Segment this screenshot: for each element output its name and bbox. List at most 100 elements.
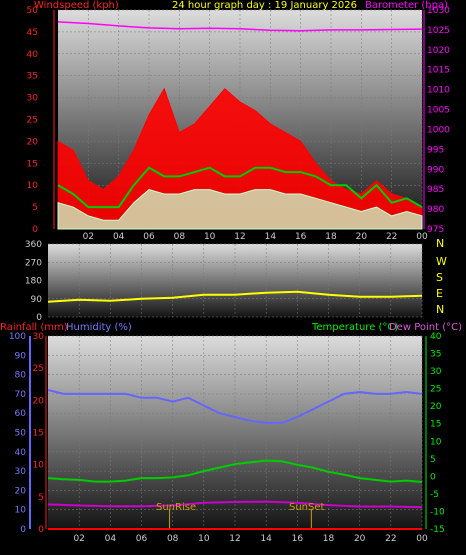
humidity-series <box>47 389 423 424</box>
dewpoint-series <box>47 500 423 509</box>
direction-label-e: E <box>436 287 443 300</box>
temperature-series <box>47 459 423 483</box>
humidity-tick-label: 60 <box>15 409 27 419</box>
humidity-tick-label: 100 <box>9 332 26 342</box>
temperature-x-tick-label: 14 <box>260 534 272 544</box>
wind-x-tick-label: 10 <box>204 232 216 242</box>
barometer-y-tick-label: 1020 <box>427 46 450 56</box>
barometer-axis-label: Barometer (hpa) <box>365 0 448 11</box>
temperature-x-tick-label: 16 <box>292 534 304 544</box>
wind-x-tick-label: 04 <box>113 232 125 242</box>
rain-tick-label: 30 <box>33 332 45 342</box>
wind-x-tick-label: 02 <box>83 232 94 242</box>
sunset-label: SunSet <box>289 502 325 513</box>
temperature-x-tick-label: 20 <box>354 534 366 544</box>
wind-y-tick-label: 5 <box>32 203 38 213</box>
barometer-y-tick-label: 985 <box>427 185 444 195</box>
barometer-y-tick-label: 975 <box>427 225 444 235</box>
wind-y-tick-label: 10 <box>27 181 39 191</box>
rain-tick-label: 5 <box>38 493 44 503</box>
direction-label-n-top: N <box>436 237 445 250</box>
direction-y-tick-label: 360 <box>25 240 42 250</box>
barometer-y-tick-label: 990 <box>427 165 444 175</box>
rain-tick-label: 20 <box>33 396 45 406</box>
wind-y-tick-label: 25 <box>27 116 38 126</box>
gust-average-series <box>57 166 423 209</box>
wind-y-tick-label: 40 <box>27 50 39 60</box>
direction-series <box>47 290 423 303</box>
temp-tick-label: -5 <box>430 490 439 500</box>
chart-title: 24 hour graph day : 19 January 2026 <box>172 0 357 11</box>
wind-average-series <box>57 189 423 230</box>
wind-x-tick-label: 18 <box>325 232 337 242</box>
humidity-tick-label: 30 <box>15 467 27 477</box>
wind-x-tick-label: 12 <box>234 232 245 242</box>
temp-tick-label: -15 <box>430 525 445 535</box>
barometer-y-tick-label: 980 <box>427 205 444 215</box>
rain-tick-label: 25 <box>33 364 44 374</box>
temperature-x-tick-label: 04 <box>105 534 117 544</box>
direction-y-tick-label: 180 <box>25 277 42 287</box>
wind-y-tick-label: 20 <box>27 137 39 147</box>
wind-y-tick-label: 50 <box>27 6 39 16</box>
humidity-tick-label: 0 <box>20 525 26 535</box>
wind-x-tick-label: 06 <box>143 232 155 242</box>
temperature-x-tick-label: 12 <box>229 534 240 544</box>
rainfall-axis-label: Rainfall (mm) <box>0 322 68 333</box>
wind-y-tick-label: 0 <box>32 225 38 235</box>
humidity-tick-label: 80 <box>15 371 27 381</box>
direction-label-n-bottom: N <box>436 303 445 316</box>
temp-tick-label: 15 <box>430 420 441 430</box>
direction-y-tick-label: 270 <box>25 258 42 268</box>
dewpoint-axis-label: Dew Point (°C) <box>388 322 462 333</box>
temperature-axis-label: Temperature (°C) <box>312 322 399 333</box>
direction-label-w: W <box>436 255 447 268</box>
barometer-y-tick-label: 1000 <box>427 125 450 135</box>
humidity-tick-label: 90 <box>15 351 27 361</box>
wind-x-tick-label: 14 <box>265 232 277 242</box>
windspeed-axis-label: Windspeed (kph) <box>34 0 119 11</box>
barometer-y-tick-label: 1005 <box>427 106 450 116</box>
barometer-series <box>57 21 423 32</box>
temperature-x-tick-label: 02 <box>73 534 84 544</box>
humidity-tick-label: 40 <box>15 448 27 458</box>
temp-tick-label: 0 <box>430 472 436 482</box>
humidity-axis-label: Humidity (%) <box>66 322 132 333</box>
wind-y-tick-label: 30 <box>27 94 39 104</box>
humidity-tick-label: 70 <box>15 390 27 400</box>
wind-x-tick-label: 00 <box>416 232 428 242</box>
temperature-x-tick-label: 10 <box>198 534 210 544</box>
humidity-tick-label: 20 <box>15 486 27 496</box>
wind-x-tick-label: 20 <box>356 232 368 242</box>
sunrise-label: SunRise <box>156 502 197 513</box>
temp-tick-label: 35 <box>430 350 441 360</box>
temperature-x-tick-label: 00 <box>416 534 428 544</box>
temp-tick-label: 20 <box>430 402 442 412</box>
wind-y-tick-label: 45 <box>27 28 38 38</box>
temp-tick-label: 30 <box>430 367 442 377</box>
barometer-y-tick-label: 1025 <box>427 26 450 36</box>
direction-y-tick-label: 90 <box>31 295 43 305</box>
temperature-x-tick-label: 22 <box>385 534 396 544</box>
rain-tick-label: 15 <box>33 429 44 439</box>
temp-tick-label: 5 <box>430 455 436 465</box>
temp-tick-label: -10 <box>430 507 445 517</box>
wind-x-tick-label: 08 <box>174 232 186 242</box>
rain-tick-label: 10 <box>33 461 45 471</box>
wind-x-tick-label: 16 <box>295 232 307 242</box>
wind-y-tick-label: 15 <box>27 159 38 169</box>
wind-y-tick-label: 35 <box>27 72 38 82</box>
rain-tick-label: 0 <box>38 525 44 535</box>
temp-tick-label: 25 <box>430 385 441 395</box>
direction-y-tick-label: 0 <box>36 313 42 323</box>
temperature-x-tick-label: 06 <box>136 534 148 544</box>
barometer-y-tick-label: 1015 <box>427 66 450 76</box>
temp-tick-label: 40 <box>430 332 442 342</box>
humidity-tick-label: 50 <box>15 429 27 439</box>
barometer-y-tick-label: 995 <box>427 145 444 155</box>
barometer-y-tick-label: 1010 <box>427 86 450 96</box>
wind-x-tick-label: 22 <box>386 232 397 242</box>
humidity-tick-label: 10 <box>15 506 27 516</box>
